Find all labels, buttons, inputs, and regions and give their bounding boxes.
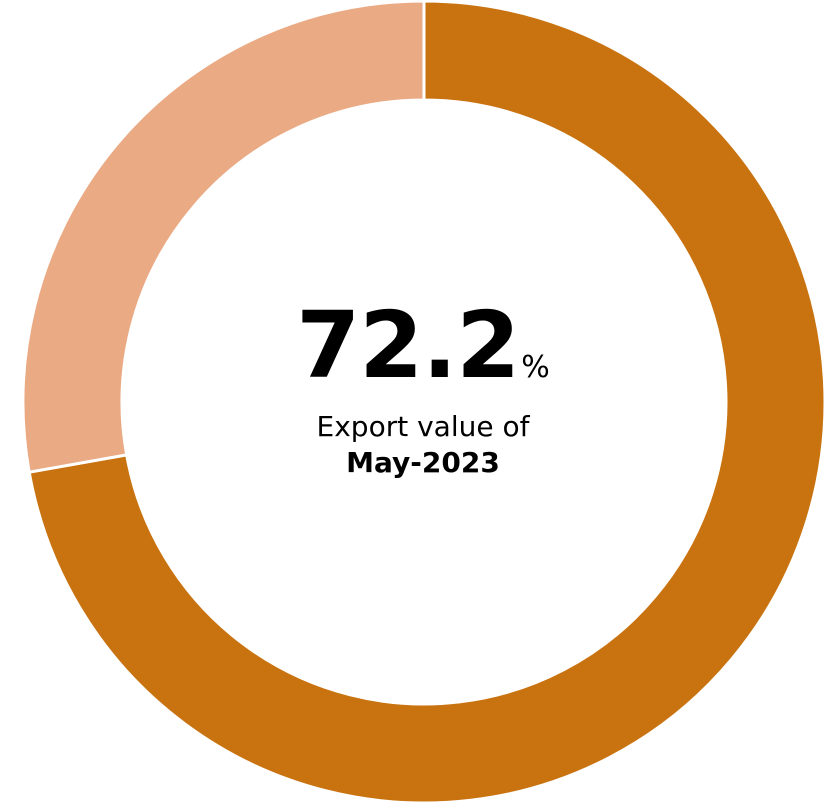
- center-caption: Export value of: [316, 410, 530, 443]
- center-label: 72.2% Export value of May-2023: [223, 300, 623, 481]
- center-value-line: 72.2%: [223, 300, 623, 392]
- center-unit: %: [521, 350, 550, 385]
- center-value: 72.2: [296, 292, 520, 399]
- donut-slice-1: [27, 0, 826, 805]
- donut-slice-2: [21, 0, 426, 474]
- center-caption-period: May-2023: [346, 445, 500, 479]
